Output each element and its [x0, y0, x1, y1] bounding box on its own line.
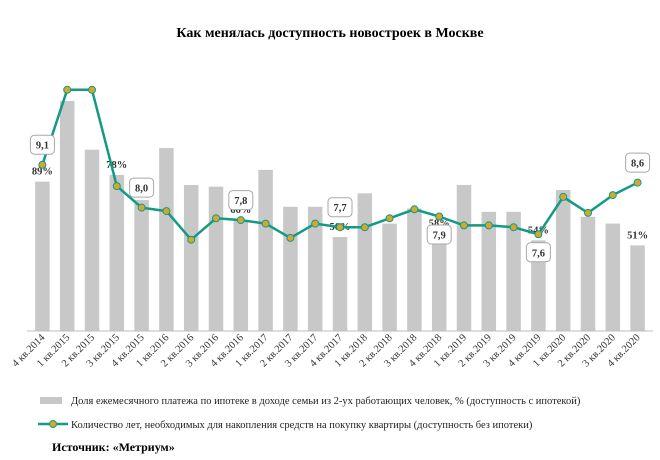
line-point-4: [112, 182, 121, 191]
line-label-text: 7,8: [234, 196, 247, 207]
line-data-label: 7,7: [327, 197, 353, 218]
bar-2: [59, 101, 75, 331]
line-label-text: 8,0: [135, 184, 148, 195]
line-label-box: [525, 242, 551, 263]
line-point-13: [336, 223, 344, 232]
line-path: [41, 88, 639, 241]
line-point-5: [137, 203, 146, 212]
line-point-2: [63, 85, 72, 94]
line-label-box: [625, 152, 651, 173]
bar-data-label: 78%: [106, 160, 127, 171]
bar-3: [84, 149, 100, 331]
legend-line-marker: [49, 420, 57, 428]
line-point-15: [385, 214, 394, 223]
bar-11: [283, 206, 298, 331]
line-point-17: [435, 212, 444, 221]
line-point-16: [410, 205, 419, 214]
line-point-20: [509, 223, 518, 232]
line-point-25: [633, 178, 642, 187]
line-point-12: [311, 219, 320, 228]
line-data-label: 7,9: [426, 224, 452, 245]
bar-15: [382, 223, 397, 331]
line-label-text: 9,1: [36, 141, 49, 152]
bar-data-label: 58%: [429, 219, 450, 230]
line-label-text: 8,6: [631, 159, 644, 170]
legend-bar-swatch: [40, 397, 62, 404]
bar-16: [407, 208, 422, 331]
line-point-21: [534, 230, 543, 239]
line-data-label: 7,8: [228, 190, 254, 211]
line-point-23: [584, 208, 592, 217]
line-point-8: [212, 214, 220, 223]
line-point-24: [608, 191, 617, 200]
bar-17: [431, 233, 447, 331]
bar-data-label: 89%: [32, 167, 53, 178]
line-point-19: [484, 221, 493, 230]
line-point-10: [261, 219, 270, 228]
bar-21: [531, 240, 546, 331]
line-point-14: [360, 223, 369, 232]
bar-13: [332, 237, 348, 331]
legend-bar-label: Доля ежемесячного платежа по ипотеке в д…: [71, 396, 581, 407]
line-data-label: 7,6: [525, 242, 551, 263]
line-label-box: [327, 197, 353, 218]
line-data-label: 9,1: [29, 134, 55, 155]
legend-line-label: Количество лет, необходимых для накоплен…: [71, 420, 533, 431]
line-point-11: [286, 233, 295, 242]
line-point-18: [460, 221, 468, 230]
line-label-text: 7,6: [532, 248, 545, 259]
line-label-text: 7,7: [333, 203, 346, 214]
bar-data-label: 66%: [230, 205, 251, 216]
bar-12: [307, 206, 323, 331]
line-label-box: [426, 224, 452, 245]
bar-7: [183, 184, 199, 331]
line-point-22: [559, 192, 568, 201]
bar-25: [630, 245, 645, 331]
bar-24: [605, 223, 621, 331]
source-note: Источник: «Метриум»: [52, 440, 175, 454]
bar-series: [35, 101, 645, 331]
line-point-6: [162, 207, 171, 216]
line-point-3: [88, 85, 96, 94]
bar-4: [109, 174, 125, 331]
line-label-box: [29, 134, 55, 155]
line-label-text: 7,9: [433, 231, 446, 242]
bar-data-label: 51%: [627, 230, 648, 241]
bar-5: [134, 200, 149, 331]
line-label-box: [129, 177, 155, 198]
bar-23: [580, 216, 596, 331]
bar-22: [555, 190, 571, 331]
line-series: 9,1 8,0 7,8 7,7 7,9 7,6 8,6: [29, 85, 651, 263]
line-point-7: [187, 235, 196, 244]
bar-20: [506, 211, 521, 331]
bar-1: [35, 181, 50, 331]
bar-14: [357, 193, 373, 331]
bar-18: [456, 184, 472, 331]
chart-title: Как менялась доступность новостроек в Мо…: [176, 26, 483, 41]
bar-6: [159, 148, 174, 331]
bar-9: [233, 220, 249, 331]
bar-10: [258, 169, 273, 331]
bar-8: [208, 186, 224, 331]
line-data-label: 8,6: [625, 152, 651, 173]
legend: Доля ежемесячного платежа по ипотеке в д…: [38, 396, 581, 431]
line-point-1: [38, 160, 47, 169]
bar-19: [481, 211, 497, 331]
line-point-9: [236, 216, 245, 225]
line-data-label: 8,0: [129, 177, 155, 198]
line-label-box: [228, 190, 254, 211]
